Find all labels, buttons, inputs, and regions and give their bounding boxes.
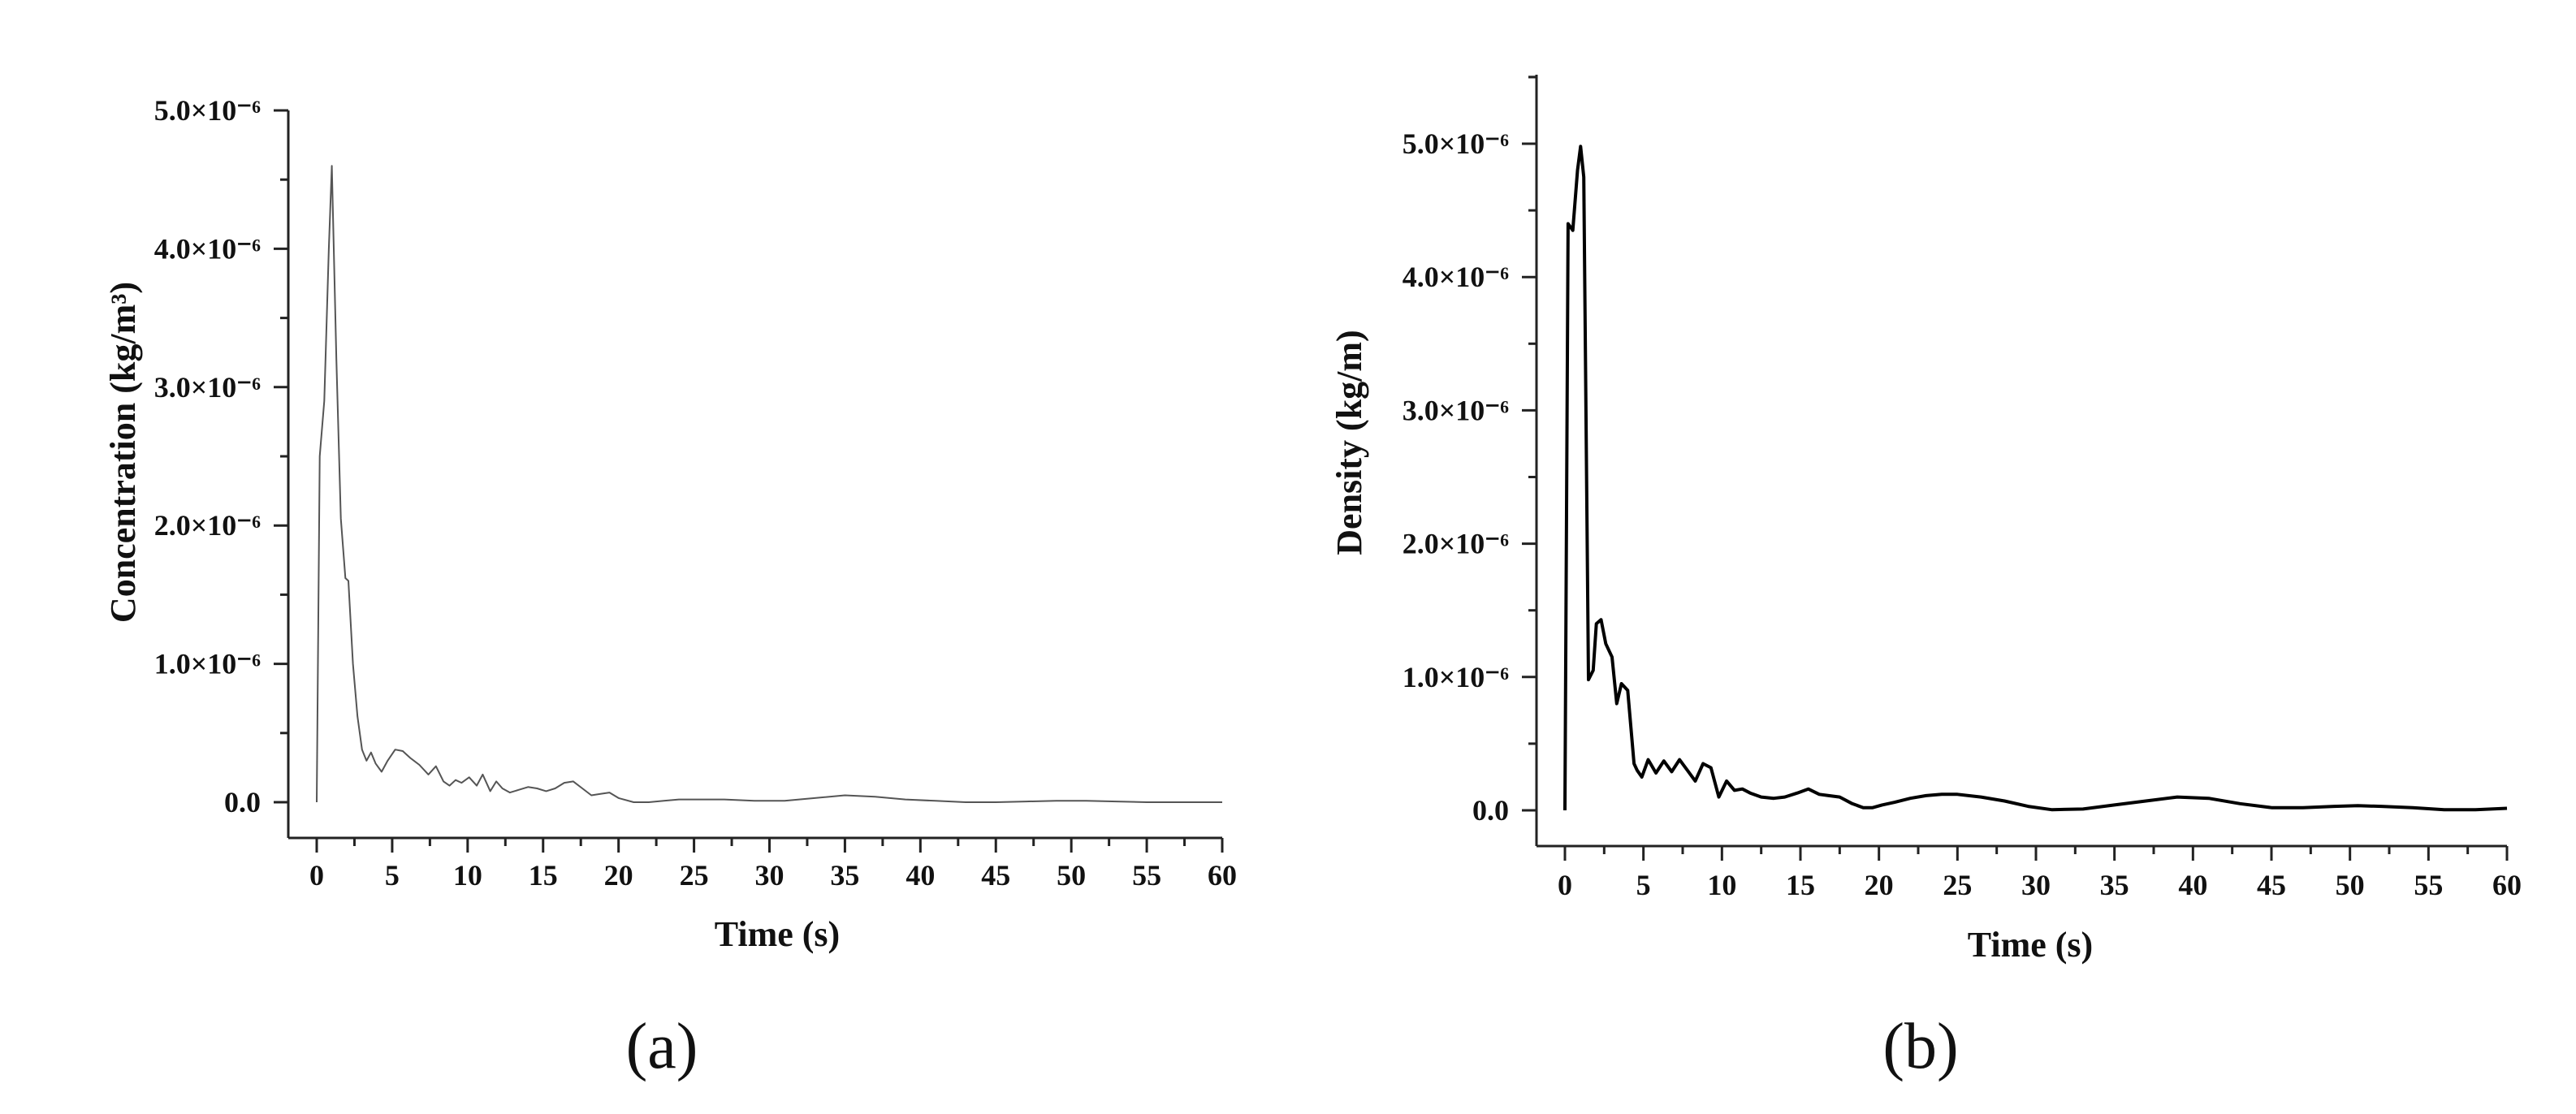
chart-a-ylabel: Concentration (kg/m³) — [103, 282, 143, 623]
chart-b-y-tick-label: 4.0×10⁻⁶ — [1403, 261, 1510, 293]
chart-b-y-tick-label: 2.0×10⁻⁶ — [1403, 528, 1510, 560]
chart-a-x-tick-label: 30 — [755, 859, 784, 892]
chart-b-marks: 0 5 10 15 20 25 30 35 40 45 50 55 60 0.0 1.0×10⁻⁶ 2.0×1… — [1403, 75, 2522, 901]
chart-b-ylabel: Density (kg/m) — [1329, 330, 1369, 555]
chart-a-panel-label: (a) — [626, 1011, 698, 1082]
chart-a-series-line — [316, 165, 1222, 803]
chart-b-y-tick-label: 0.0 — [1472, 794, 1509, 827]
chart-b-density: 0 5 10 15 20 25 30 35 40 45 50 55 60 0.0 1.0×10⁻⁶ 2.0×1… — [1329, 75, 2522, 1082]
chart-a-x-tick-label: 55 — [1132, 859, 1161, 892]
chart-a-xlabel: Time (s) — [715, 914, 840, 954]
chart-b-x-tick-label: 20 — [1865, 869, 1894, 901]
chart-b-xlabel: Time (s) — [1968, 925, 2093, 965]
chart-a-x-tick-label: 5 — [385, 859, 400, 892]
chart-a-x-tick-label: 10 — [453, 859, 482, 892]
chart-b-y-tick-label: 3.0×10⁻⁶ — [1403, 394, 1510, 426]
chart-a-x-tick-label: 15 — [529, 859, 558, 892]
chart-b-x-tick-label: 60 — [2492, 869, 2522, 901]
chart-b-y-tick-label: 5.0×10⁻⁶ — [1403, 127, 1510, 160]
chart-a-y-tick-label: 4.0×10⁻⁶ — [154, 232, 261, 265]
chart-a-x-tick-label: 35 — [830, 859, 859, 892]
chart-b-x-tick-label: 55 — [2414, 869, 2443, 901]
chart-a-x-tick-label: 25 — [680, 859, 709, 892]
chart-a-y-tick-label: 0.0 — [224, 786, 261, 818]
chart-b-x-tick-label: 15 — [1786, 869, 1815, 901]
chart-b-x-tick-label: 50 — [2336, 869, 2365, 901]
chart-a-x-tick-label: 45 — [981, 859, 1010, 892]
chart-a-x-tick-label: 20 — [604, 859, 633, 892]
chart-b-panel-label: (b) — [1882, 1011, 1958, 1082]
chart-a-x-tick-label: 0 — [309, 859, 324, 892]
chart-a-y-tick-label: 5.0×10⁻⁶ — [154, 94, 261, 127]
chart-b-y-tick-label: 1.0×10⁻⁶ — [1403, 661, 1510, 693]
chart-a-x-tick-label: 40 — [905, 859, 935, 892]
chart-b-x-tick-label: 30 — [2021, 869, 2051, 901]
chart-b-x-tick-label: 5 — [1636, 869, 1651, 901]
chart-a-x-tick-label: 50 — [1057, 859, 1086, 892]
chart-a-x-tick-label: 60 — [1208, 859, 1237, 892]
chart-b-x-tick-label: 35 — [2100, 869, 2129, 901]
chart-a-y-tick-label: 1.0×10⁻⁶ — [154, 648, 261, 680]
chart-b-x-tick-label: 25 — [1943, 869, 1972, 901]
chart-a-y-tick-label: 3.0×10⁻⁶ — [154, 371, 261, 404]
chart-b-x-tick-label: 40 — [2178, 869, 2207, 901]
chart-a-y-tick-label: 2.0×10⁻⁶ — [154, 509, 261, 542]
chart-b-x-tick-label: 45 — [2257, 869, 2286, 901]
chart-b-series-line — [1563, 145, 2508, 812]
chart-a-marks: 0 5 10 15 20 25 30 35 40 45 50 55 60 0.0 1.0×10⁻⁶ 2.0×1… — [154, 94, 1237, 892]
chart-b-x-tick-label: 0 — [1558, 869, 1572, 901]
chart-b-x-tick-label: 10 — [1707, 869, 1736, 901]
chart-a-concentration: 0 5 10 15 20 25 30 35 40 45 50 55 60 0.0 1.0×10⁻⁶ 2.0×1… — [103, 94, 1237, 1082]
